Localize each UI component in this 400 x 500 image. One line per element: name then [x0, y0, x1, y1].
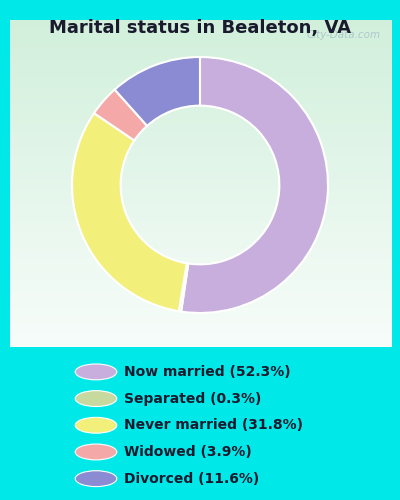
Circle shape — [75, 418, 117, 433]
Circle shape — [75, 390, 117, 406]
Wedge shape — [115, 57, 200, 126]
Wedge shape — [181, 57, 328, 313]
Text: Separated (0.3%): Separated (0.3%) — [124, 392, 261, 406]
Text: Widowed (3.9%): Widowed (3.9%) — [124, 445, 252, 459]
Text: Now married (52.3%): Now married (52.3%) — [124, 365, 291, 379]
Text: Marital status in Bealeton, VA: Marital status in Bealeton, VA — [49, 18, 351, 36]
Circle shape — [75, 444, 117, 460]
Wedge shape — [72, 113, 187, 311]
Circle shape — [75, 470, 117, 486]
Text: City-Data.com: City-Data.com — [306, 30, 380, 40]
Text: Never married (31.8%): Never married (31.8%) — [124, 418, 303, 432]
Wedge shape — [179, 264, 188, 312]
Circle shape — [75, 364, 117, 380]
Wedge shape — [94, 90, 147, 140]
Text: Divorced (11.6%): Divorced (11.6%) — [124, 472, 259, 486]
